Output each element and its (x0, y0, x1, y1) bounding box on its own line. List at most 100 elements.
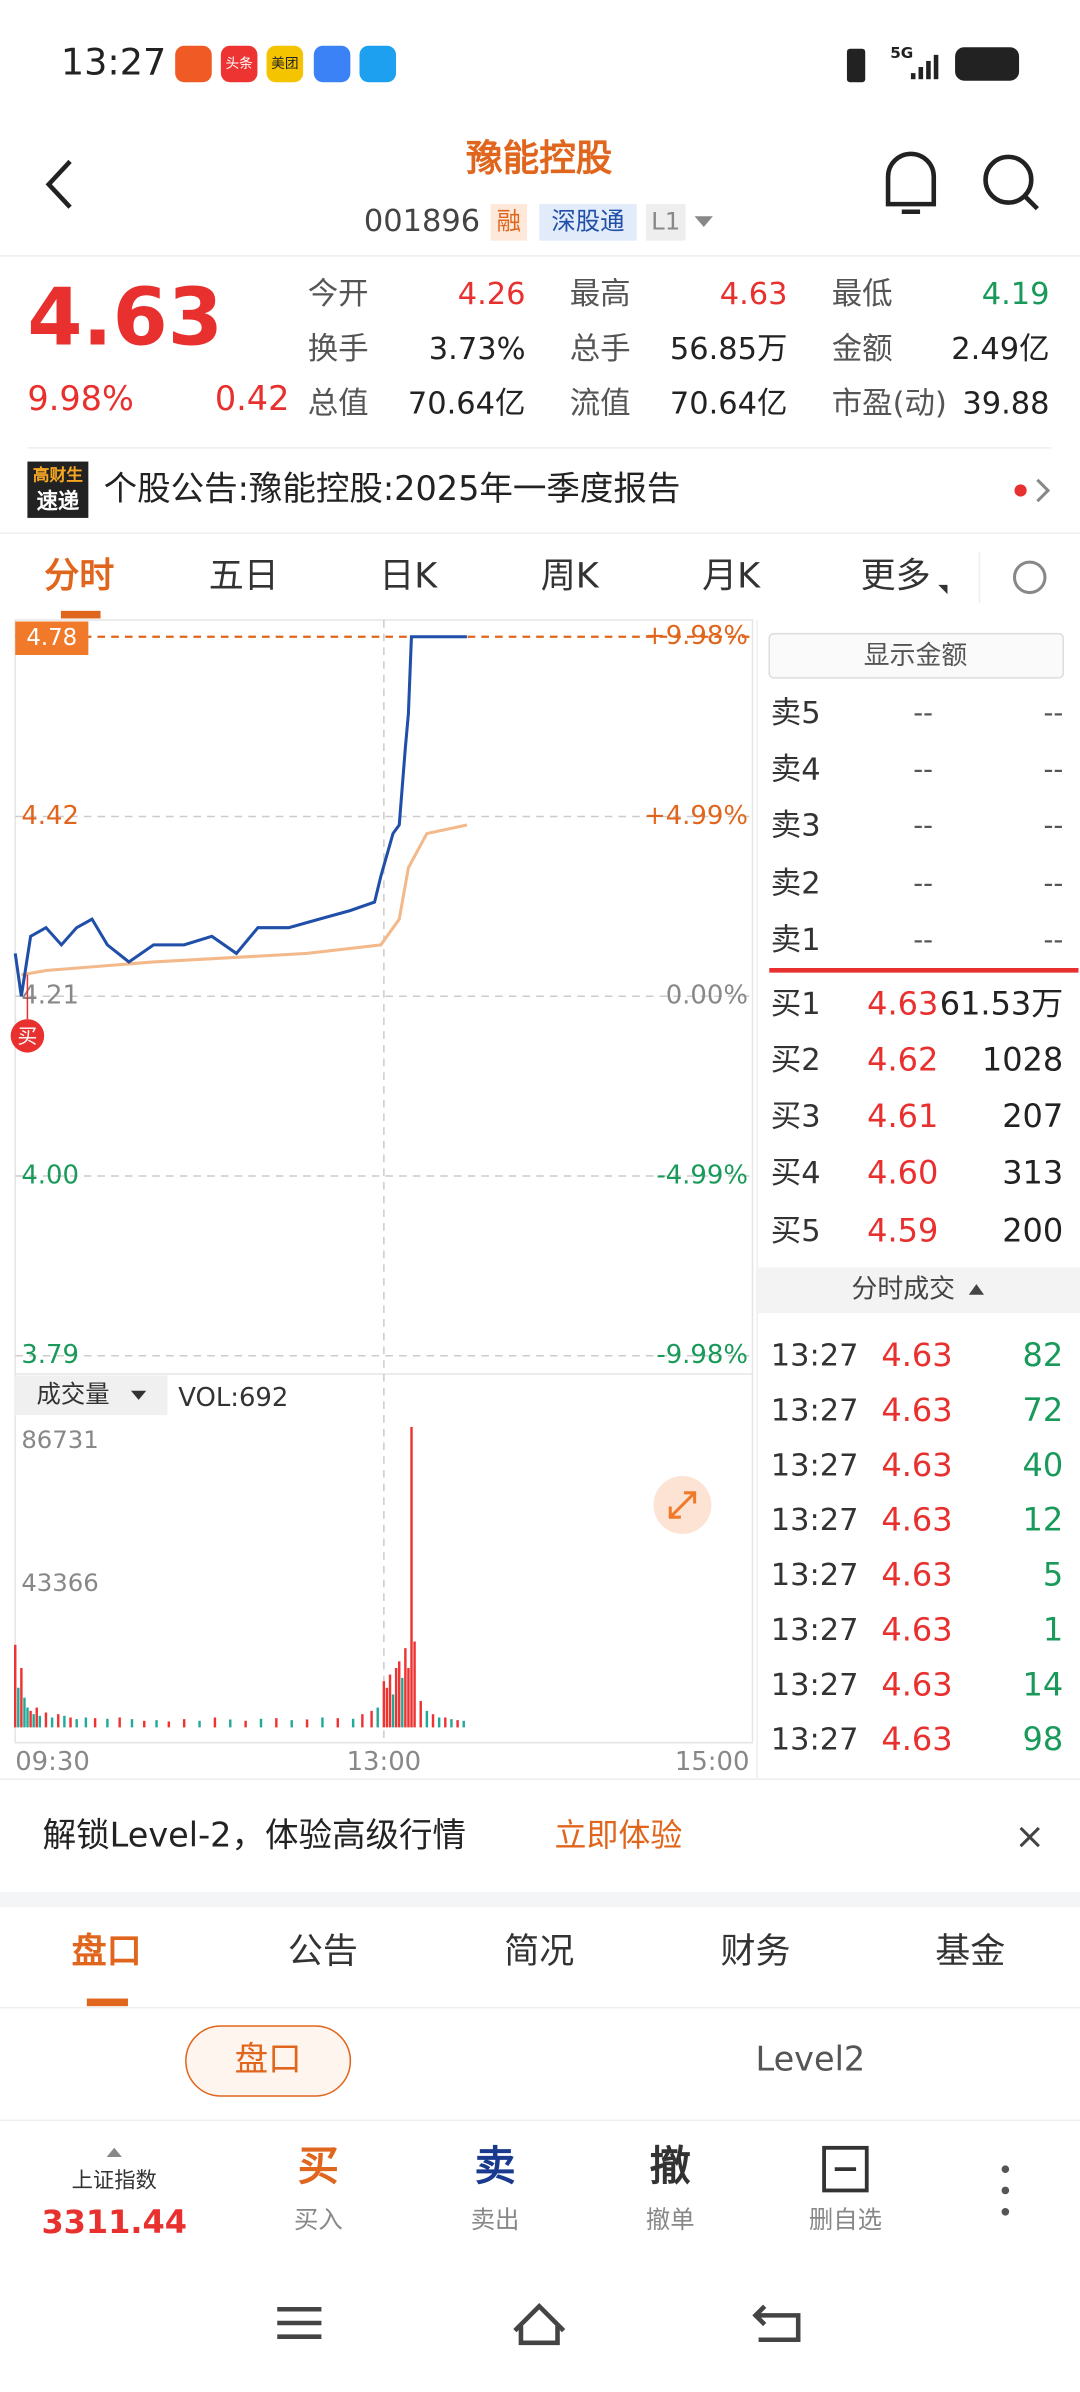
index-value[interactable]: 3311.44 (41, 2203, 187, 2241)
price-line (13, 635, 467, 997)
stat-label: 换手 (308, 332, 369, 367)
chart-tab[interactable]: 分时 (44, 555, 114, 596)
dropdown-caret[interactable] (694, 216, 713, 227)
stat-value: 3.73% (429, 332, 526, 367)
volume-bar (63, 1715, 66, 1728)
bell-icon[interactable] (885, 151, 937, 215)
trades-title: 分时成交 (852, 1275, 956, 1305)
tab-indicator (86, 1998, 128, 2007)
sub-tab[interactable]: 盘口 (235, 2039, 302, 2078)
volume-bar (336, 1718, 340, 1728)
volume-bar (198, 1720, 201, 1728)
stat-value: 56.85万 (670, 332, 788, 367)
action-icon[interactable]: 买 (298, 2142, 339, 2190)
ask-label: 卖5 (771, 696, 821, 731)
action-label[interactable]: 买入 (294, 2205, 343, 2234)
trade-volume: 82 (1023, 1336, 1064, 1374)
chart-tab[interactable]: 周K (541, 555, 600, 596)
stat-label: 最低 (832, 277, 893, 312)
bid-price: 4.60 (867, 1153, 938, 1191)
stock-title: 豫能控股 (466, 136, 613, 179)
stat-label: 总手 (570, 332, 631, 367)
trade-time: 13:27 (771, 1394, 859, 1429)
trade-price: 4.63 (881, 1336, 952, 1374)
trade-volume: 14 (1023, 1665, 1064, 1703)
stat-label: 市盈(动) (832, 387, 947, 422)
volume-tick-label: 43366 (21, 1568, 99, 1597)
chart-tab[interactable]: 日K (379, 555, 438, 596)
action-label[interactable]: 撤单 (646, 2205, 695, 2234)
action-icon[interactable] (822, 2145, 869, 2193)
volume-bar (419, 1700, 422, 1728)
trade-price: 4.63 (881, 1610, 952, 1648)
volume-bar (259, 1718, 263, 1728)
toggle-button[interactable] (768, 632, 1065, 679)
trade-volume: 72 (1023, 1391, 1064, 1429)
chart-tab[interactable]: 更多 (861, 555, 931, 596)
app-icon-text: 头条 (225, 55, 253, 72)
pill[interactable] (185, 2025, 352, 2097)
index-name[interactable]: 上证指数 (72, 2168, 157, 2193)
chart-tab[interactable]: 月K (702, 555, 761, 596)
y2-tick-label: +9.98% (644, 621, 748, 651)
bid-label: 买1 (771, 987, 821, 1022)
more-menu[interactable] (1001, 2207, 1010, 2216)
y-tick-label: 4.42 (21, 801, 79, 831)
volume-bar (425, 1710, 429, 1728)
volume-bar (167, 1721, 171, 1728)
tag: L1 (651, 206, 680, 235)
banner-action[interactable]: 立即体验 (554, 1816, 682, 1854)
bid-volume: 1028 (982, 1041, 1063, 1079)
app-icon-text: 美团 (271, 56, 298, 72)
action-label[interactable]: 删自选 (809, 2205, 882, 2234)
section-tab[interactable]: 财务 (721, 1931, 791, 1972)
more-caret (938, 584, 948, 595)
caret (131, 1390, 147, 1400)
stat-value: 2.49亿 (951, 332, 1049, 367)
ask-label: 卖1 (771, 923, 821, 958)
back-button[interactable] (45, 159, 72, 209)
more-menu[interactable] (1001, 2186, 1010, 2195)
volume-bar (84, 1717, 88, 1728)
volume-bar (17, 1687, 20, 1728)
more-menu[interactable] (1001, 2165, 1010, 2173)
app-icon (220, 45, 258, 83)
ask-volume: -- (1043, 811, 1063, 842)
banner-text: 解锁Level-2，体验高级行情 (43, 1816, 466, 1855)
trade-price: 4.63 (881, 1391, 952, 1429)
stat-value: 4.63 (720, 277, 788, 312)
close-button[interactable] (1019, 1826, 1040, 1848)
stat-label: 总值 (308, 387, 369, 422)
volume-bar (143, 1720, 146, 1728)
trade-volume: 12 (1023, 1501, 1064, 1539)
nav-back[interactable] (752, 2304, 801, 2343)
x-tick-label: 15:00 (675, 1747, 750, 1777)
ask-volume: -- (1043, 754, 1063, 785)
volume-bar (391, 1694, 395, 1728)
x-tick-label: 09:30 (15, 1747, 90, 1777)
sub-tab[interactable]: Level2 (756, 2039, 866, 2078)
action-icon[interactable]: 撤 (650, 2142, 691, 2190)
news-headline[interactable]: 个股公告:豫能控股:2025年一季度报告 (104, 469, 681, 508)
action-icon[interactable]: 卖 (475, 2142, 516, 2190)
tag: 深股通 (551, 206, 624, 235)
ask-price: -- (913, 754, 933, 785)
bid-price: 4.59 (867, 1211, 938, 1249)
section-tab[interactable]: 公告 (288, 1931, 358, 1972)
volume-bar (130, 1719, 134, 1728)
section-tab[interactable]: 盘口 (72, 1931, 142, 1972)
section-tab[interactable]: 简况 (504, 1931, 574, 1972)
settings-icon[interactable] (1012, 560, 1047, 595)
chart-tab[interactable]: 五日 (209, 555, 279, 596)
y-tick-label: 3.79 (21, 1340, 79, 1370)
action-label[interactable]: 卖出 (471, 2205, 520, 2234)
section-tab[interactable]: 基金 (935, 1931, 1005, 1972)
volume-bar (404, 1648, 407, 1728)
bid-label: 买5 (771, 1214, 821, 1249)
average-line (21, 823, 468, 977)
nav-home[interactable] (513, 2302, 566, 2346)
trade-volume: 1 (1043, 1610, 1063, 1648)
volume-bar (23, 1697, 26, 1728)
search-icon[interactable] (983, 154, 1034, 205)
